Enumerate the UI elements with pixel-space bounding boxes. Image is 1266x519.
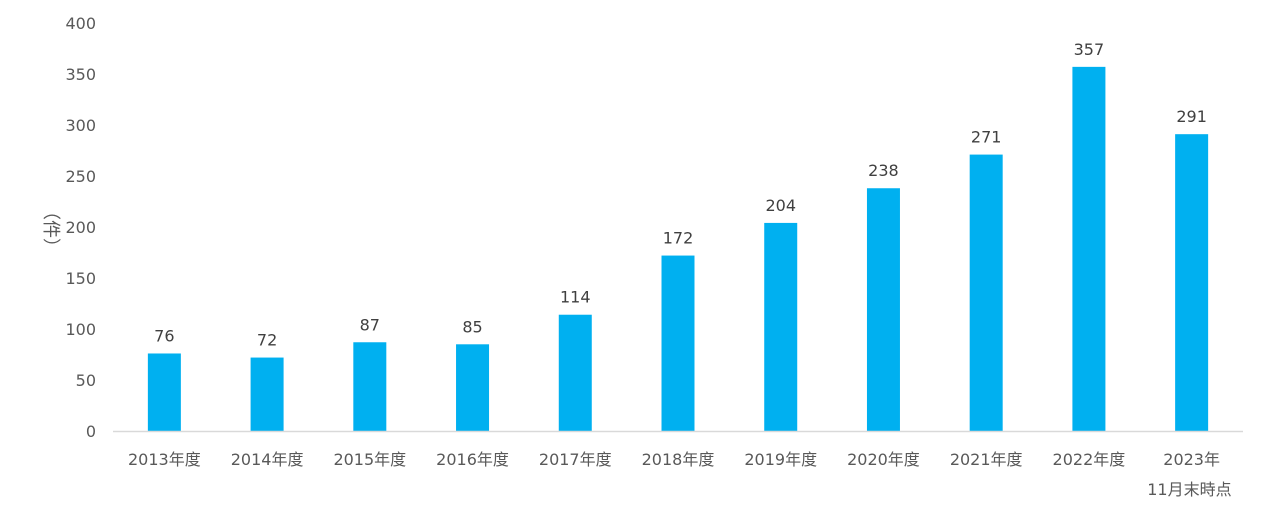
x-tick-label: 2017年度 [539, 450, 612, 469]
x-tick-label: 2018年度 [642, 450, 715, 469]
y-tick-label: 200 [65, 218, 96, 237]
bars [147, 66, 1209, 432]
data-label: 291 [1176, 107, 1207, 126]
data-label: 114 [560, 288, 591, 307]
x-tick-label: 2020年度 [847, 450, 920, 469]
bar [866, 188, 900, 431]
x-tick-label: 2016年度 [436, 450, 509, 469]
data-label: 72 [257, 331, 277, 350]
x-axis: 2013年度 2014年度 2015年度 2016年度 2017年度 2018年度 2019… [113, 430, 1243, 499]
y-tick-label: 350 [65, 65, 96, 84]
x-tick-label: 11月末時点 [1147, 480, 1231, 499]
data-label: 87 [360, 315, 380, 334]
y-axis: 0 50 100 150 200 250 300 350 400 [65, 14, 96, 441]
x-tick-label: 2019年度 [744, 450, 817, 469]
x-tick-label: 2014年度 [231, 450, 304, 469]
y-tick-label: 300 [65, 116, 96, 135]
y-tick-label: 400 [65, 14, 96, 33]
bar [661, 255, 695, 431]
y-axis-title: （件） [40, 202, 61, 256]
data-labels: 76 72 87 85 114 172 204 238 271 357 291 [154, 40, 1207, 350]
bar [250, 357, 284, 431]
data-label: 204 [765, 196, 796, 215]
bar [1175, 134, 1209, 431]
bar [969, 154, 1003, 431]
y-tick-label: 50 [76, 371, 96, 390]
bar [558, 314, 592, 431]
data-label: 76 [154, 326, 174, 345]
y-tick-label: 100 [65, 320, 96, 339]
x-tick-label: 2023年 [1163, 450, 1220, 469]
x-tick-label: 2021年度 [950, 450, 1023, 469]
bar [147, 353, 181, 431]
bar [353, 342, 387, 431]
y-tick-label: 0 [86, 422, 96, 441]
data-label: 271 [971, 128, 1002, 147]
x-tick-label: 2015年度 [333, 450, 406, 469]
x-tick-label: 2022年度 [1053, 450, 1126, 469]
data-label: 238 [868, 161, 899, 180]
bar [764, 222, 798, 431]
data-label: 357 [1074, 40, 1105, 59]
y-tick-label: 250 [65, 167, 96, 186]
bar [456, 344, 490, 431]
x-tick-label: 2013年度 [128, 450, 201, 469]
bar [1072, 66, 1106, 432]
data-label: 172 [663, 229, 694, 248]
y-tick-label: 150 [65, 269, 96, 288]
data-label: 85 [462, 317, 482, 336]
